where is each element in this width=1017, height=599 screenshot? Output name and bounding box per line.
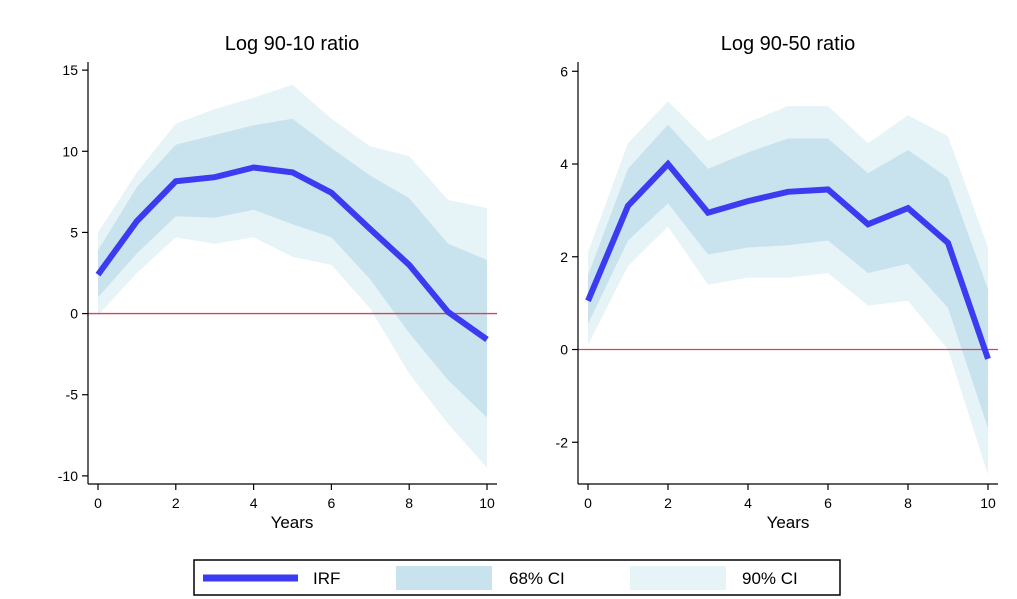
x-tick-label: 8 — [904, 495, 912, 511]
x-tick-label: 6 — [328, 495, 336, 511]
panel-log-90-10-ratio: Log 90-10 ratio Years -10 -5 0 5 10 15 0 2 4 6 8 10 — [58, 33, 497, 532]
chart-title: Log 90-50 ratio — [721, 33, 856, 55]
legend-swatch-68-ci — [396, 566, 492, 590]
ci-68-band — [98, 118, 487, 418]
x-axis-label: Years — [271, 513, 314, 532]
x-tick-label: 0 — [94, 495, 102, 511]
y-tick-label: 4 — [560, 156, 568, 172]
irf-line — [95, 164, 489, 342]
x-tick-label: 8 — [405, 495, 413, 511]
legend-frame — [193, 559, 841, 596]
x-tick-label: 2 — [664, 495, 672, 511]
y-tick-label: -2 — [556, 434, 569, 450]
x-tick-label: 10 — [479, 495, 495, 511]
legend-label-irf: IRF — [313, 569, 340, 588]
y-tick-label: 0 — [70, 306, 78, 322]
x-tick-label: 10 — [980, 495, 996, 511]
x-axis-label: Years — [767, 513, 810, 532]
x-tick-label: 4 — [250, 495, 258, 511]
legend-label-90-ci: 90% CI — [742, 569, 798, 588]
y-tick-label: 2 — [560, 249, 568, 265]
y-tick-label: 5 — [70, 224, 78, 240]
y-tick-label: 15 — [62, 62, 78, 78]
y-tick-label: -10 — [58, 468, 78, 484]
legend-swatch-90-ci — [630, 566, 726, 590]
ci-68-band — [588, 124, 988, 429]
panel-log-90-50-ratio: Log 90-50 ratio Years -2 0 2 4 6 0 2 4 6 8 10 — [556, 33, 998, 532]
x-tick-label: 2 — [172, 495, 180, 511]
legend-label-68-ci: 68% CI — [509, 569, 565, 588]
y-tick-label: 0 — [560, 342, 568, 358]
y-tick-label: 6 — [560, 63, 568, 79]
legend: IRF 68% CI 90% CI — [193, 559, 841, 596]
x-tick-label: 6 — [824, 495, 832, 511]
y-tick-label: -5 — [66, 387, 79, 403]
chart-title: Log 90-10 ratio — [225, 33, 360, 55]
irf-line — [585, 159, 991, 360]
x-tick-label: 0 — [584, 495, 592, 511]
y-tick-label: 10 — [62, 143, 78, 159]
x-tick-label: 4 — [744, 495, 752, 511]
